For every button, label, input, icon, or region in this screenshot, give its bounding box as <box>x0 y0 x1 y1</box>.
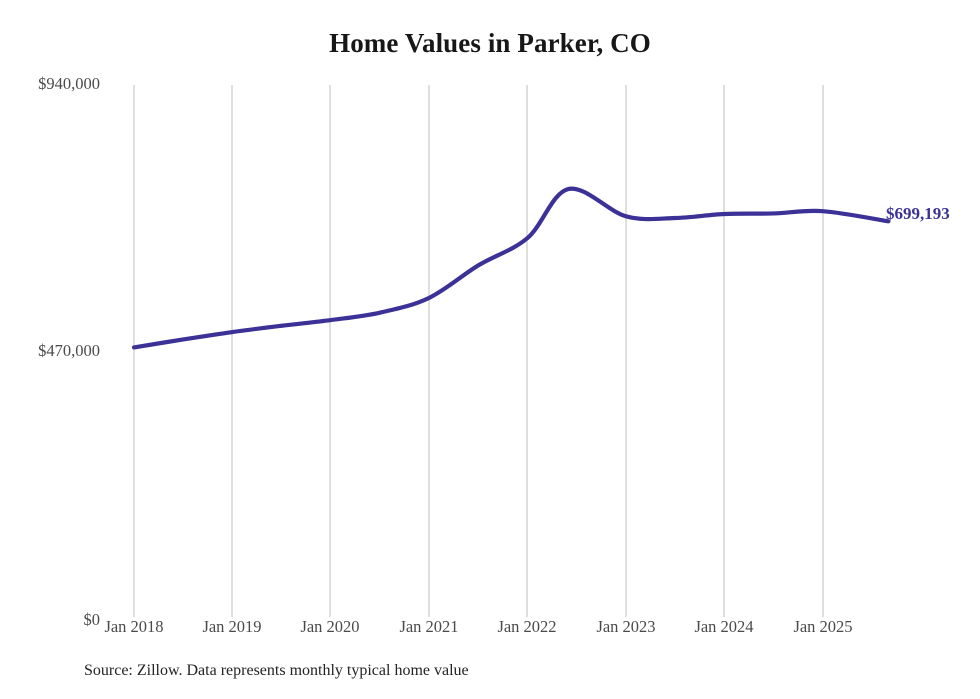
x-tick-label-1: Jan 2019 <box>202 617 262 636</box>
home-value-trend-line <box>131 186 891 350</box>
y-tick-label-zero: $0 <box>83 610 101 629</box>
x-tick-label-5: Jan 2023 <box>596 617 656 636</box>
x-tick-label-7: Jan 2025 <box>793 617 853 636</box>
y-axis: $940,000 $470,000 $0 <box>0 0 100 699</box>
x-tick-label-6: Jan 2024 <box>694 617 754 636</box>
gridlines <box>133 85 824 617</box>
x-tick-label-3: Jan 2021 <box>399 617 459 636</box>
chart-footnote: Source: Zillow. Data represents monthly … <box>84 662 469 679</box>
x-tick-label-0: Jan 2018 <box>104 617 164 636</box>
chart-title: Home Values in Parker, CO <box>329 28 651 58</box>
end-value-annotation: $699,193 <box>886 204 950 223</box>
y-tick-label-mid: $470,000 <box>38 341 100 360</box>
y-tick-label-max: $940,000 <box>38 74 100 93</box>
x-tick-label-4: Jan 2022 <box>497 617 557 636</box>
x-tick-label-2: Jan 2020 <box>300 617 360 636</box>
